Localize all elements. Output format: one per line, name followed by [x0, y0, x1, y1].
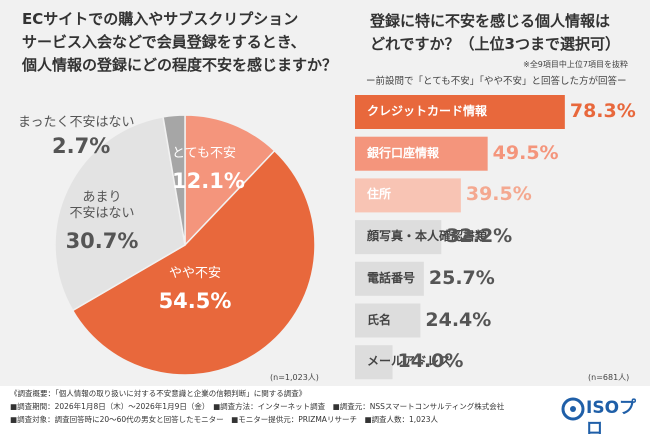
- bar-label: 氏名: [367, 312, 392, 327]
- pie-slice: [184, 114, 276, 247]
- sample-size: (n=681人): [588, 373, 630, 382]
- bar-label: 顔写真・本人確認書類: [367, 229, 488, 244]
- footer-text: ■調査対象：調査回答時に20〜60代の男女と回答したモニター ■モニター提供元：…: [10, 415, 438, 424]
- bar-label: メールアドレス: [367, 354, 452, 369]
- sample-size: (n=1,023人): [270, 373, 319, 382]
- bar-value: 32.2%: [446, 225, 513, 248]
- subtitle: ー前設問で「とても不安」「やや不安」と回答した方が回答ー: [366, 76, 627, 87]
- bar-value: 49.5%: [492, 141, 559, 164]
- bar: [355, 95, 565, 129]
- slice-label: あまり 不安はない: [69, 190, 135, 222]
- slice-value: 30.7%: [65, 229, 139, 253]
- chart-title: 登録に特に不安を感じる個人情報は: [370, 12, 611, 30]
- slice-label: やや不安: [168, 266, 221, 281]
- bar-value: 14.0%: [397, 350, 464, 373]
- bar-value: 39.5%: [465, 183, 532, 206]
- footer-text: 《調査概要：「個人情報の取り扱いに対する不安意識と企業の信頼判断」に関する調査》: [10, 389, 307, 398]
- bar: [355, 136, 488, 171]
- slice-value: 12.1%: [172, 169, 245, 193]
- chart-title: サービス入会などで会員登録をするとき、: [22, 33, 306, 51]
- bar: [355, 178, 461, 213]
- logo-icon: [561, 397, 585, 421]
- bar-value: 25.7%: [428, 266, 495, 289]
- chart-title: 個人情報の登録にどの程度不安を感じますか？: [22, 56, 338, 74]
- bar: [355, 261, 424, 296]
- bar-label: 住所: [367, 187, 392, 202]
- logo: ISOプロ: [586, 398, 637, 434]
- pie-slice: [71, 149, 316, 376]
- slice-value: 2.7%: [52, 134, 111, 158]
- slice-value: 54.5%: [158, 289, 232, 313]
- slice-label: とても不安: [172, 146, 236, 161]
- bar: [355, 303, 421, 338]
- note: ※全9項目中上位7項目を抜粋: [523, 60, 628, 69]
- chart-title: ECサイトでの購入やサブスクリプション: [22, 10, 299, 28]
- logo-icon-dot: [570, 406, 576, 412]
- pie-slice: [54, 115, 186, 312]
- bar-label: 電話番号: [367, 270, 416, 285]
- bar-label: 銀行口座情報: [367, 145, 440, 160]
- bar: [355, 345, 393, 380]
- slice-label: まったく不安はない: [18, 115, 135, 130]
- chart-title: どれですか？（上位3つまで選択可）: [370, 35, 620, 53]
- bar-value: 24.4%: [425, 308, 492, 331]
- footer-bg: [0, 386, 650, 434]
- bar: [355, 220, 442, 255]
- bar-value: 78.3%: [569, 100, 636, 122]
- footer-text: ■調査期間：2026年1月8日（木）～2026年1月9日（金） ■調査方法：イン…: [10, 402, 505, 411]
- bar-label: クレジットカード情報: [367, 104, 488, 118]
- pie-slice: [162, 114, 186, 246]
